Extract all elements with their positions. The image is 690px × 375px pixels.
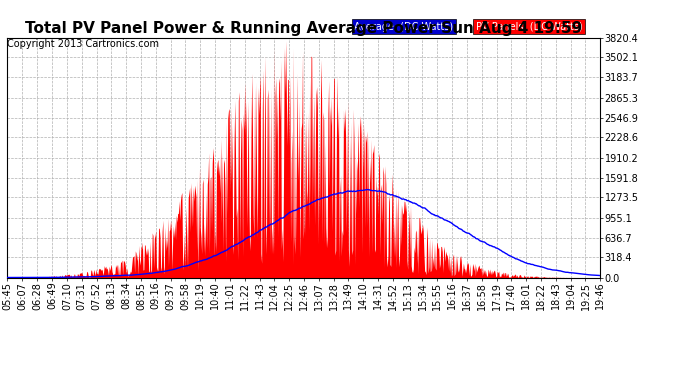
Text: Average  (DC Watts): Average (DC Watts) bbox=[354, 22, 453, 32]
Title: Total PV Panel Power & Running Average Power Sun Aug 4 19:59: Total PV Panel Power & Running Average P… bbox=[25, 21, 582, 36]
Text: Copyright 2013 Cartronics.com: Copyright 2013 Cartronics.com bbox=[7, 39, 159, 50]
Text: PV Panels  (DC Watts): PV Panels (DC Watts) bbox=[475, 22, 582, 32]
